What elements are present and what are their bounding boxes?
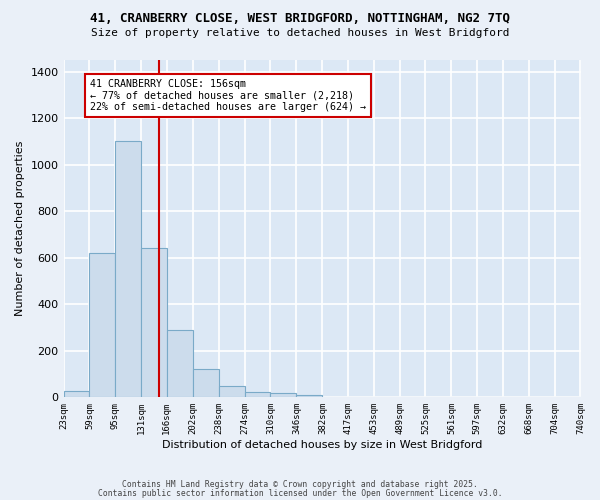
Bar [296,395,322,398]
X-axis label: Distribution of detached houses by size in West Bridgford: Distribution of detached houses by size … [162,440,482,450]
Bar [64,391,89,398]
Bar [271,392,296,398]
Text: 41, CRANBERRY CLOSE, WEST BRIDGFORD, NOTTINGHAM, NG2 7TQ: 41, CRANBERRY CLOSE, WEST BRIDGFORD, NOT… [90,12,510,26]
Bar [245,392,271,398]
Text: Size of property relative to detached houses in West Bridgford: Size of property relative to detached ho… [91,28,509,38]
Bar [115,142,142,398]
Y-axis label: Number of detached properties: Number of detached properties [15,141,25,316]
Bar [193,370,218,398]
Bar [218,386,245,398]
Text: Contains public sector information licensed under the Open Government Licence v3: Contains public sector information licen… [98,489,502,498]
Bar [89,252,115,398]
Bar [167,330,193,398]
Bar [142,248,167,398]
Text: 41 CRANBERRY CLOSE: 156sqm
← 77% of detached houses are smaller (2,218)
22% of s: 41 CRANBERRY CLOSE: 156sqm ← 77% of deta… [90,78,366,112]
Text: Contains HM Land Registry data © Crown copyright and database right 2025.: Contains HM Land Registry data © Crown c… [122,480,478,489]
